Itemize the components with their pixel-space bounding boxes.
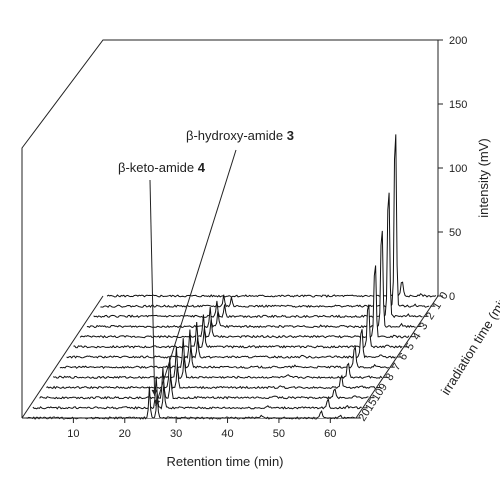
irradiation-tick-label: 20	[356, 407, 373, 424]
intensity-tick-label: 100	[449, 163, 467, 175]
annotation-arrow-line	[155, 149, 237, 407]
retention-tick-label: 10	[67, 428, 79, 440]
trace-occluder	[46, 357, 377, 389]
irradiation-tick-label: 9	[377, 382, 390, 394]
intensity-tick-label: 200	[449, 35, 467, 47]
irradiation-tick-label: 6	[397, 351, 410, 363]
chromatogram-trace	[25, 386, 356, 420]
annotation-label: β-keto-amide 4	[118, 160, 206, 175]
retention-axis-title: Retention time (min)	[166, 454, 283, 469]
irradiation-tick-label: 8	[383, 371, 396, 383]
chromatogram-trace	[66, 329, 396, 359]
retention-tick-label: 40	[221, 428, 233, 440]
retention-tick-label: 60	[324, 428, 336, 440]
back-wall-outline	[21, 39, 438, 418]
irradiation-tick-label: 15	[363, 397, 380, 414]
trace-occluder	[93, 192, 424, 318]
chromatogram-trace	[86, 230, 416, 329]
intensity-axis-title: intensity (mV)	[476, 138, 491, 217]
irradiation-tick-label: 4	[410, 331, 423, 343]
trace-occluder	[86, 230, 417, 328]
irradiation-tick-label: 7	[390, 361, 403, 373]
intensity-tick-label: 0	[449, 291, 455, 303]
chromatogram-trace	[59, 338, 389, 369]
chromatogram-trace	[32, 376, 362, 410]
trace-occluder	[66, 329, 397, 358]
retention-axis-ticks: 10 20 30 40 50 60	[67, 418, 336, 440]
trace-occluder	[53, 346, 383, 379]
chromatogram-trace	[52, 346, 383, 379]
irradiation-tick-label: 2	[424, 310, 437, 322]
annotation-arrow-head	[151, 389, 158, 396]
irradiation-tick-label: 3	[417, 321, 430, 333]
trace-occluder	[80, 265, 410, 338]
trace-occluder	[39, 367, 370, 399]
irradiation-tick-label: 0	[437, 290, 450, 302]
peak-annotations: β-keto-amide 4 β-hydroxy-amide 3	[118, 128, 294, 407]
chromatogram-trace	[46, 357, 376, 390]
intensity-tick-label: 50	[449, 227, 461, 239]
irradiation-tick-label: 1	[431, 300, 444, 312]
trace-occluder	[100, 134, 431, 308]
trace-occluder	[26, 386, 356, 419]
back-wall-floor-edge	[21, 295, 104, 419]
chromatogram-trace	[79, 265, 410, 339]
irradiation-axis-title: irradiation time (min)	[438, 289, 500, 397]
annotation-arrow-line	[149, 179, 156, 396]
trace-occluder	[107, 282, 437, 297]
trace-occluder	[73, 304, 404, 348]
intensity-axis-ticks: 0 50 100 150 200	[438, 35, 467, 303]
annotation-label: β-hydroxy-amide 3	[186, 128, 294, 143]
intensity-tick-label: 150	[449, 99, 467, 111]
retention-tick-label: 50	[273, 428, 285, 440]
retention-tick-label: 20	[119, 428, 131, 440]
trace-occluder	[59, 338, 390, 369]
annotation-arrow-head	[154, 399, 161, 406]
irradiation-tick-label: 5	[404, 341, 417, 353]
chromatogram-traces	[25, 134, 437, 420]
trace-occluder	[32, 376, 363, 409]
chromatogram-trace	[39, 367, 369, 400]
chromatogram-trace	[73, 304, 403, 349]
chromatogram-trace	[93, 192, 423, 319]
retention-tick-label: 30	[170, 428, 182, 440]
irradiation-tick-label: 10	[370, 387, 387, 404]
